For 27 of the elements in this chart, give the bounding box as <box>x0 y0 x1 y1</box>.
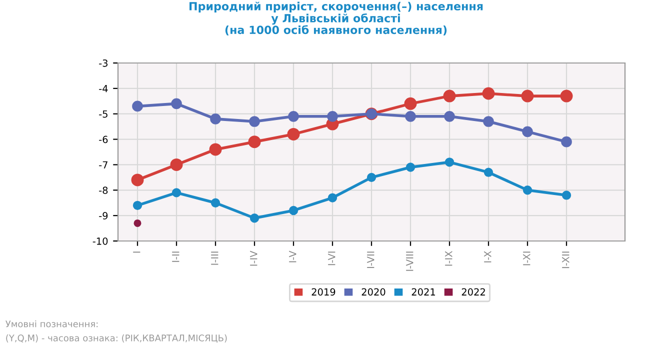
text: Умовні позначення: <box>6 320 98 328</box>
x-tick-label: I-VII <box>367 252 374 268</box>
legend-label: 2019 <box>312 288 336 296</box>
legend-label: 2021 <box>412 288 435 296</box>
x-tick-label: I <box>133 252 140 253</box>
legend-label: 2020 <box>362 288 386 296</box>
legend-label: 2022 <box>462 288 485 296</box>
y-tick-label: -4 <box>99 85 108 92</box>
x-tick-label: I-IV <box>250 250 258 266</box>
x-tick-label: I-XII <box>562 252 570 268</box>
y-tick-label: -6 <box>99 136 108 144</box>
chart-title: Природний приріст, скорочення(–) населення у Львівській області (на 1000 осіб наявного населення) <box>189 2 483 36</box>
x-tick-label: I-VI <box>328 252 336 266</box>
x-tick-label: I-V <box>289 250 296 262</box>
x-tick-label: I-X <box>484 251 492 262</box>
x-tick-label: I-II <box>172 252 180 262</box>
y-tick-label: -9 <box>99 212 108 220</box>
x-tick-label: I-XI <box>523 252 530 266</box>
x-tick-label: I-III <box>211 252 218 265</box>
x-tick-label: I-VIII <box>406 252 414 271</box>
y-tick-label: -10 <box>92 237 108 245</box>
x-tick-label: I-IX <box>445 251 452 266</box>
y-tick-label: -8 <box>99 186 108 194</box>
y-tick-label: -7 <box>99 161 108 168</box>
text: (Y,Q,M) - часова ознака: (РІК,КВАРТАЛ,МІСЯЦЬ) <box>6 334 227 343</box>
y-tick-label: -5 <box>99 110 108 118</box>
y-tick-label: -3 <box>99 59 108 67</box>
